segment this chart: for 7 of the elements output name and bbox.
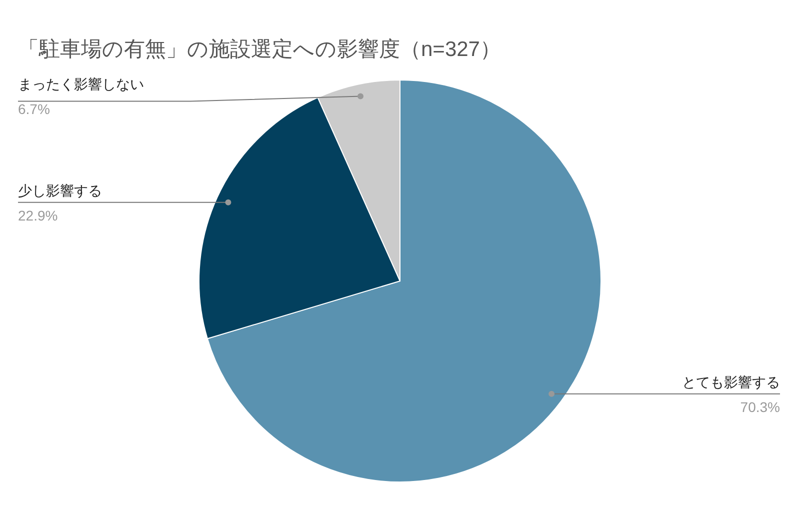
slice-label: とても影響する [682,374,780,390]
data-label: 22.9% [18,207,58,224]
data-label: 70.3% [740,398,780,415]
data-label: 6.7% [18,101,50,118]
slice-label: 少し影響する [18,182,102,198]
chart-title: 「駐車場の有無」の施設選定への影響度（n=327） [18,38,501,61]
slice-label: まったく影響しない [18,76,144,92]
